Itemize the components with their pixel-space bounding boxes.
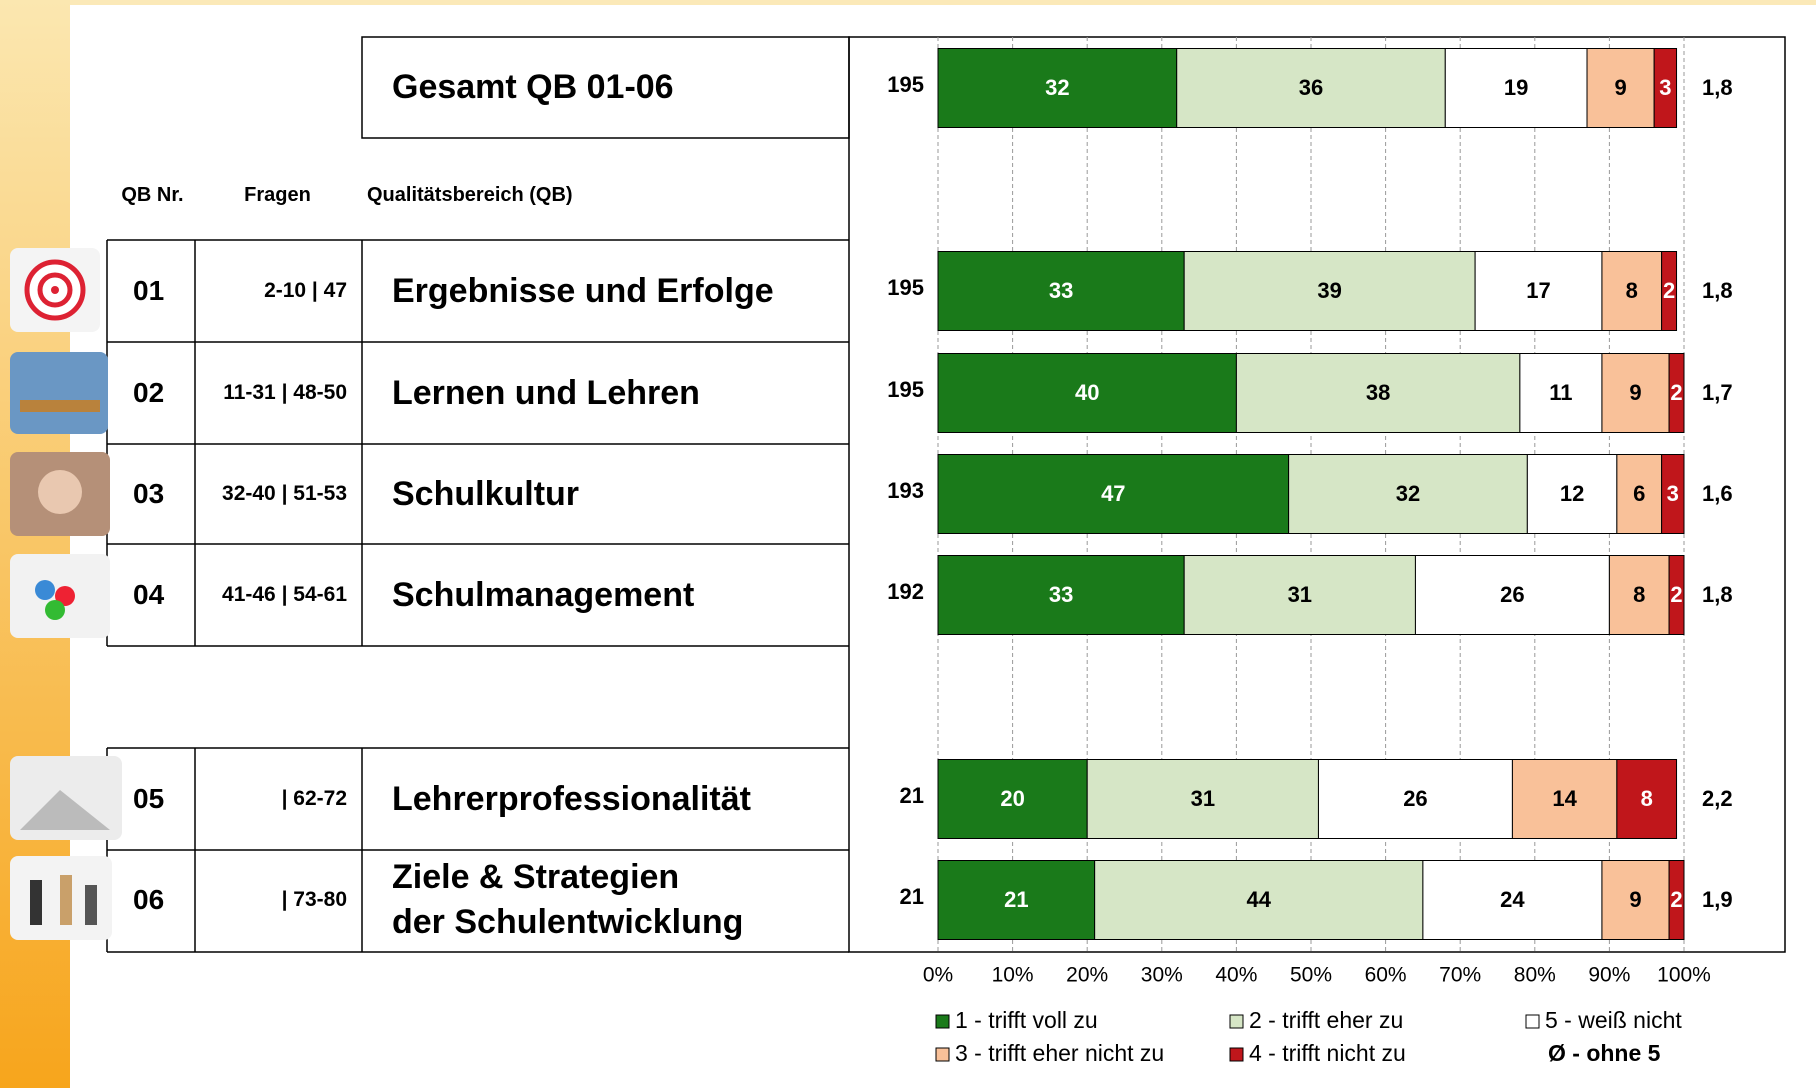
area-name: Lernen und Lehren: [392, 342, 700, 444]
data-label: 9: [1629, 887, 1641, 912]
data-label: 31: [1191, 786, 1215, 811]
area-name: Ergebnisse und Erfolge: [392, 240, 774, 342]
legend-swatch: [1230, 1015, 1243, 1028]
qb-number: 02: [133, 342, 164, 444]
n-label: 193: [887, 478, 924, 503]
questions: 41-46 | 54-61: [197, 544, 347, 646]
questions: 2-10 | 47: [197, 240, 347, 342]
data-label: 2: [1670, 380, 1682, 405]
mean-label: 1,8: [1702, 278, 1733, 303]
mean-label: 1,8: [1702, 582, 1733, 607]
data-label: 2: [1670, 582, 1682, 607]
data-label: 3: [1667, 481, 1679, 506]
data-label: 31: [1288, 582, 1312, 607]
data-label: 14: [1552, 786, 1577, 811]
data-label: 39: [1317, 278, 1341, 303]
data-label: 12: [1560, 481, 1584, 506]
x-tick-label: 30%: [1141, 964, 1183, 987]
x-tick-label: 0%: [923, 964, 953, 987]
data-label: 11: [1549, 380, 1572, 405]
data-label: 26: [1403, 786, 1427, 811]
qb-number: 04: [133, 544, 164, 646]
legend-label: 3 - trifft eher nicht zu: [955, 1040, 1164, 1066]
n-label: 21: [900, 783, 924, 808]
mean-label: 2,2: [1702, 786, 1733, 811]
data-label: 24: [1500, 887, 1525, 912]
data-label: 44: [1247, 887, 1272, 912]
data-label: 17: [1526, 278, 1550, 303]
data-label: 8: [1641, 786, 1653, 811]
data-label: 40: [1075, 380, 1099, 405]
questions: | 62-72: [197, 748, 347, 850]
column-header: Fragen: [200, 180, 355, 210]
legend-label: 4 - trifft nicht zu: [1249, 1040, 1406, 1066]
data-label: 21: [1004, 887, 1028, 912]
data-label: 20: [1000, 786, 1024, 811]
legend-swatch: [936, 1015, 949, 1028]
mean-label: 1,9: [1702, 887, 1733, 912]
column-header: Qualitätsbereich (QB): [367, 180, 767, 210]
x-tick-label: 10%: [992, 964, 1034, 987]
x-tick-label: 50%: [1290, 964, 1332, 987]
x-tick-label: 20%: [1066, 964, 1108, 987]
legend-label: 1 - trifft voll zu: [955, 1007, 1098, 1033]
legend-label: 2 - trifft eher zu: [1249, 1007, 1403, 1033]
data-label: 6: [1633, 481, 1645, 506]
data-label: 8: [1626, 278, 1638, 303]
n-label: 195: [887, 275, 924, 300]
qb-number: 05: [133, 748, 164, 850]
questions: | 73-80: [197, 849, 347, 951]
n-label: 21: [900, 884, 924, 909]
questions: 11-31 | 48-50: [197, 342, 347, 444]
data-label: 3: [1659, 75, 1671, 100]
area-name: Schulmanagement: [392, 544, 694, 646]
qb-number: 01: [133, 240, 164, 342]
qb-number: 06: [133, 849, 164, 951]
x-tick-label: 100%: [1657, 964, 1711, 987]
area-name: Schulkultur: [392, 443, 579, 545]
data-label: 32: [1045, 75, 1069, 100]
area-name: Ziele & Strategien der Schulentwicklung: [392, 849, 743, 951]
x-tick-label: 60%: [1365, 964, 1407, 987]
total-title: Gesamt QB 01-06: [392, 37, 674, 138]
data-label: 2: [1663, 278, 1675, 303]
data-label: 26: [1500, 582, 1524, 607]
data-label: 9: [1629, 380, 1641, 405]
data-label: 9: [1614, 75, 1626, 100]
top-strip: [70, 0, 1816, 5]
n-label: 192: [887, 579, 924, 604]
page: 0%10%20%30%40%50%60%70%80%90%100%3236199…: [0, 0, 1816, 1088]
mean-label: 1,6: [1702, 481, 1733, 506]
data-label: 32: [1396, 481, 1420, 506]
data-label: 33: [1049, 278, 1073, 303]
legend-swatch: [1230, 1048, 1243, 1061]
data-label: 33: [1049, 582, 1073, 607]
area-name: Lehrerprofessionalität: [392, 748, 751, 850]
legend-swatch: [936, 1048, 949, 1061]
data-label: 36: [1299, 75, 1323, 100]
data-label: 2: [1670, 887, 1682, 912]
data-label: 47: [1101, 481, 1125, 506]
column-header: QB Nr.: [110, 180, 195, 210]
n-label: 195: [887, 72, 924, 97]
x-tick-label: 40%: [1215, 964, 1257, 987]
legend-label: 5 - weiß nicht: [1545, 1007, 1682, 1033]
x-tick-label: 80%: [1514, 964, 1556, 987]
legend-swatch: [1526, 1015, 1539, 1028]
qb-number: 03: [133, 443, 164, 545]
mean-label: 1,8: [1702, 75, 1733, 100]
legend-note: Ø - ohne 5: [1548, 1040, 1661, 1066]
x-tick-label: 70%: [1439, 964, 1481, 987]
mean-label: 1,7: [1702, 380, 1733, 405]
x-tick-label: 90%: [1588, 964, 1630, 987]
data-label: 38: [1366, 380, 1390, 405]
questions: 32-40 | 51-53: [197, 443, 347, 545]
data-label: 8: [1633, 582, 1645, 607]
data-label: 19: [1504, 75, 1528, 100]
n-label: 195: [887, 377, 924, 402]
